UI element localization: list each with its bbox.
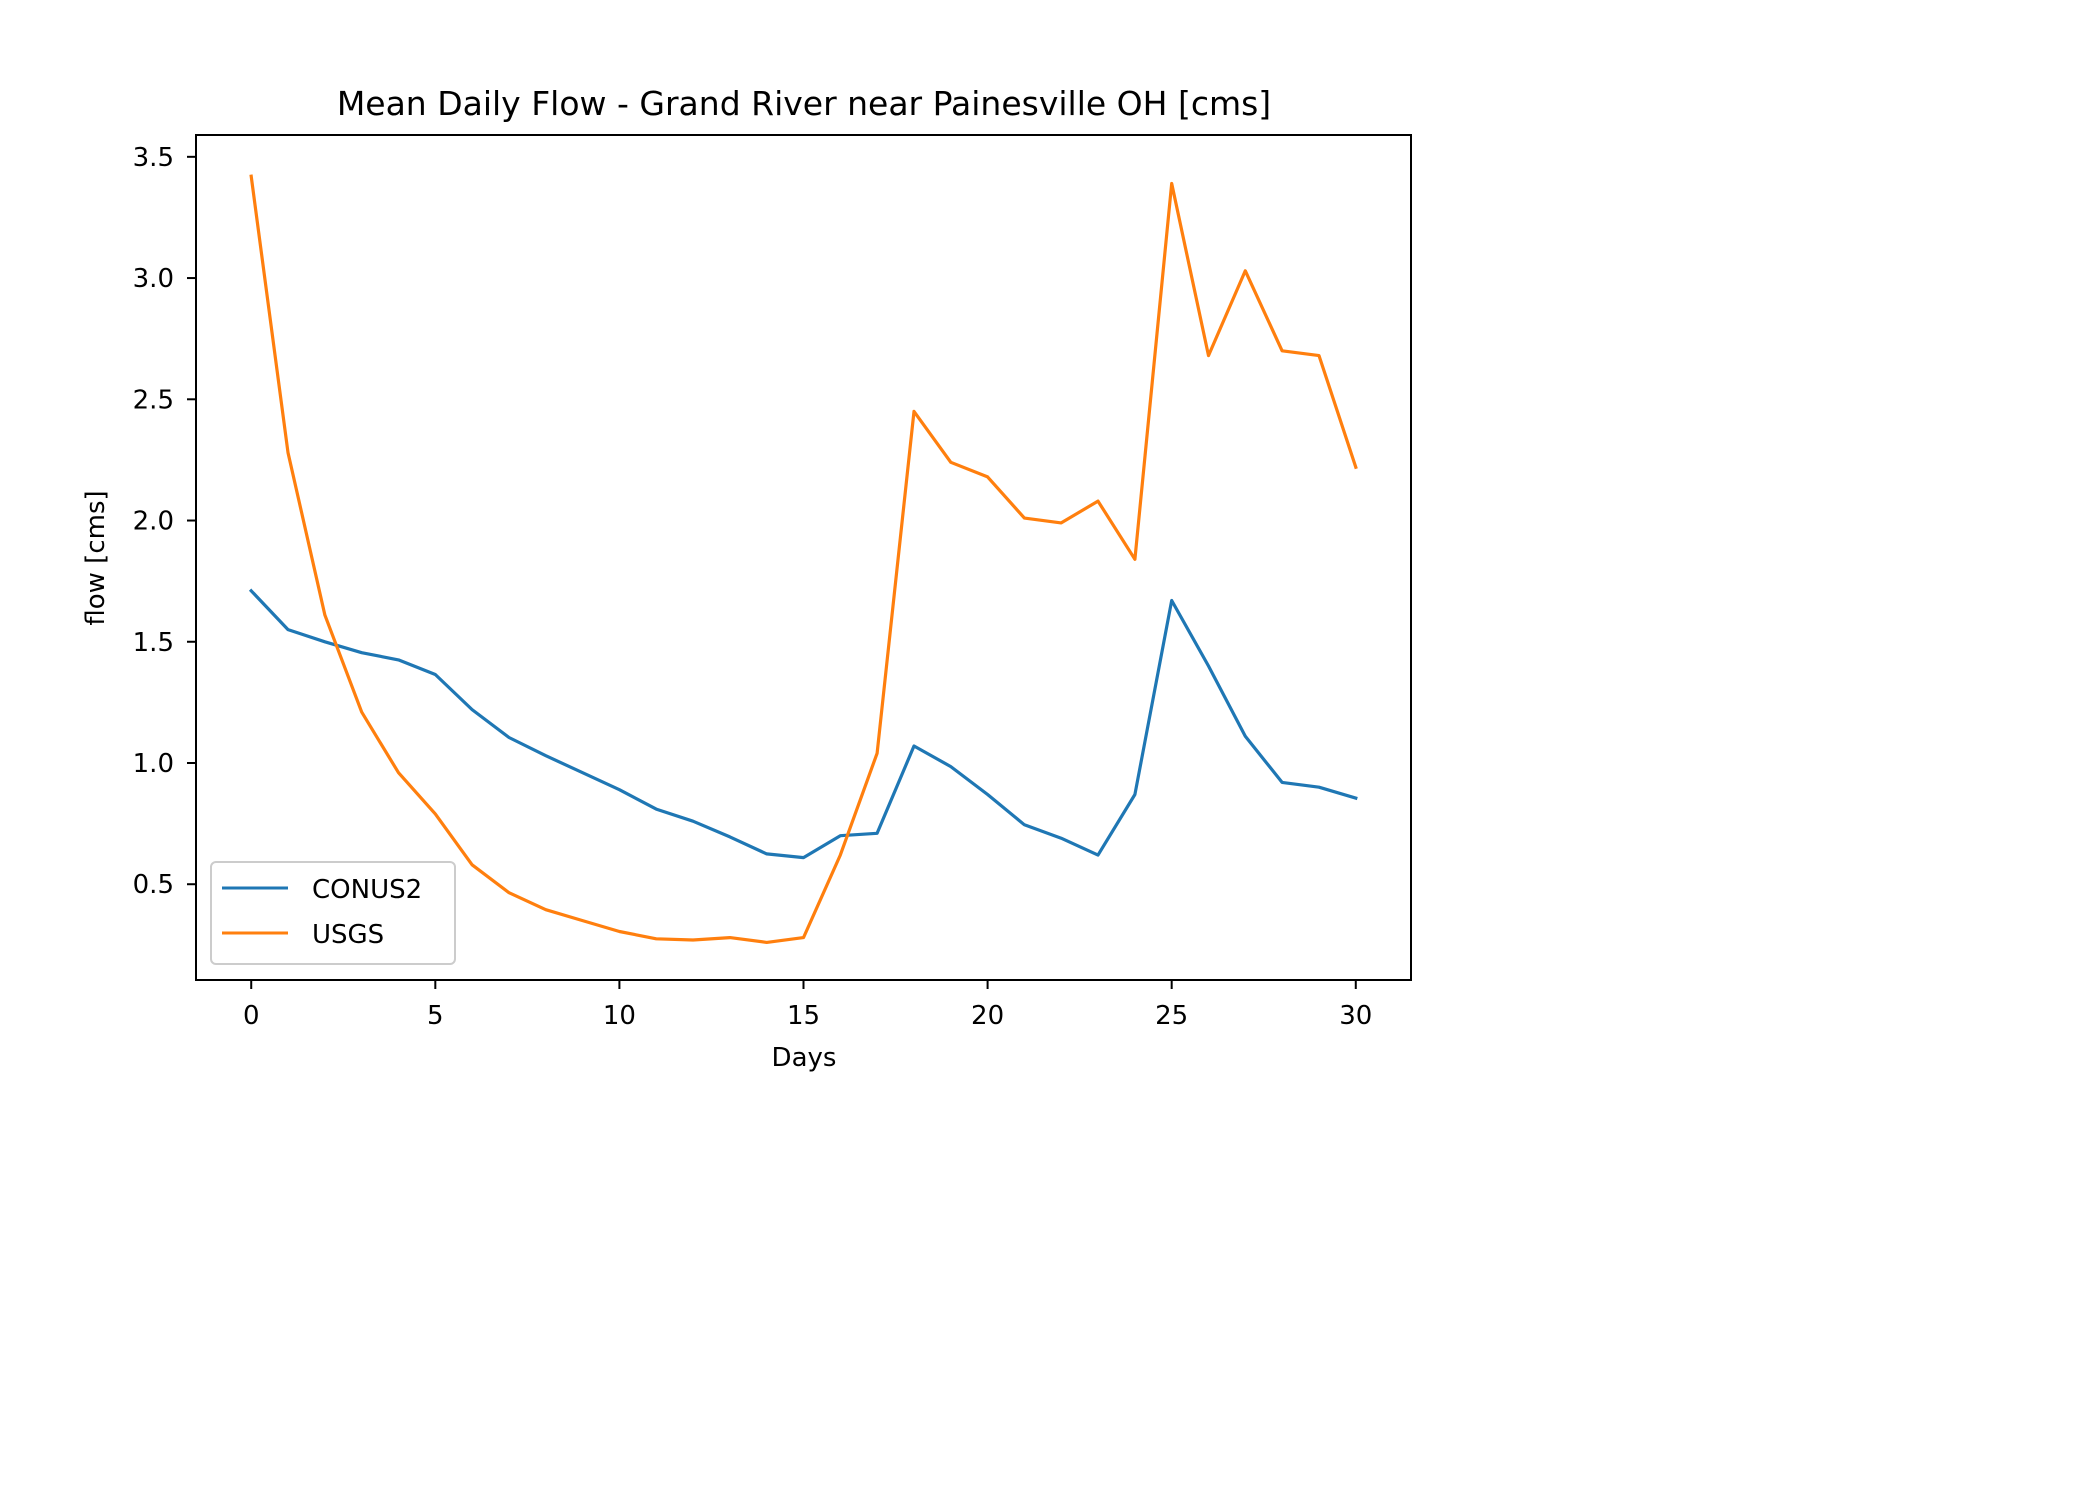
y-tick-label: 0.5 (133, 870, 174, 900)
legend-label-usgs: USGS (312, 920, 384, 950)
x-tick-label: 5 (427, 1001, 444, 1031)
y-axis-label: flow [cms] (81, 490, 111, 625)
series-line-conus2 (248, 588, 1358, 860)
series-line-usgs (249, 174, 1358, 945)
legend: CONUS2 USGS (210, 861, 456, 965)
series-conus2 (248, 588, 1358, 860)
x-axis-label: Days (772, 1043, 837, 1073)
x-tick-label: 0 (243, 1001, 260, 1031)
legend-label-conus2: CONUS2 (312, 875, 422, 905)
y-tick-label: 2.0 (133, 507, 174, 537)
y-tick-label: 1.0 (133, 749, 174, 779)
x-tick-label: 20 (971, 1001, 1004, 1031)
x-tick-label: 15 (787, 1001, 820, 1031)
y-tick-label: 3.5 (133, 143, 174, 173)
x-tick-label: 10 (603, 1001, 636, 1031)
series-layer (248, 174, 1358, 945)
y-tick-label: 1.5 (133, 628, 174, 658)
series-usgs (249, 174, 1358, 945)
x-axis-ticks: 0 5 10 15 20 25 30 (243, 980, 1372, 1031)
line-chart: Mean Daily Flow - Grand River near Paine… (81, 84, 1412, 1073)
y-tick-label: 2.5 (133, 385, 174, 415)
x-tick-label: 30 (1339, 1001, 1372, 1031)
y-tick-label: 3.0 (133, 264, 174, 294)
x-tick-label: 25 (1155, 1001, 1188, 1031)
chart-title: Mean Daily Flow - Grand River near Paine… (337, 84, 1271, 123)
y-axis-ticks: 0.5 1.0 1.5 2.0 2.5 3.0 3.5 (133, 143, 196, 900)
